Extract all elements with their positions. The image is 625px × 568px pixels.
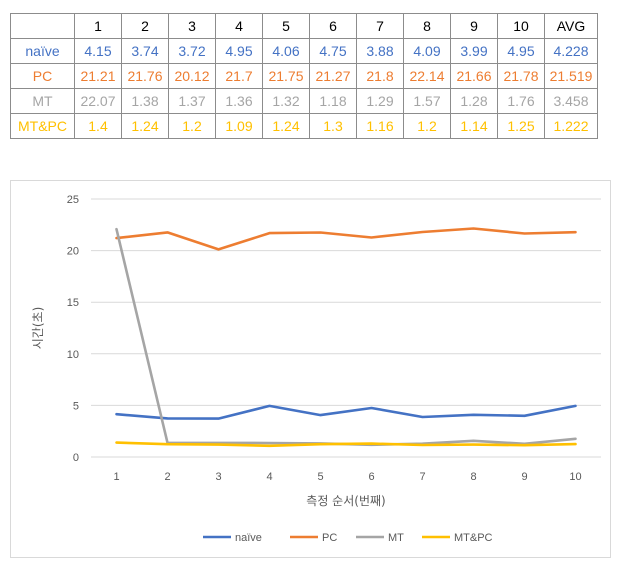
table-cell: 1.57	[403, 88, 451, 114]
x-tick-label: 10	[569, 471, 581, 483]
table-cell: 1.24	[121, 113, 169, 139]
series-line	[115, 227, 577, 251]
table-cell: 3.74	[121, 38, 169, 64]
table-cell: 4.95	[497, 38, 545, 64]
y-axis-title: 시간(초)	[31, 307, 45, 349]
x-tick-label: 5	[317, 471, 323, 483]
table-header-cell: 5	[262, 13, 310, 39]
table-cell: 1.32	[262, 88, 310, 114]
series-line	[115, 404, 577, 420]
table-cell: 4.06	[262, 38, 310, 64]
table-cell: 1.36	[215, 88, 263, 114]
table-cell: 21.27	[309, 63, 357, 89]
table-cell: 1.3	[309, 113, 357, 139]
table-cell: 3.88	[356, 38, 404, 64]
y-tick-label: 25	[67, 194, 79, 206]
table-header-cell: 1	[74, 13, 122, 39]
x-tick-label: 9	[521, 471, 527, 483]
results-table: 1 2 3 4 5 6 7 8 9 10 AVG naïve 4.15 3.74 3.72 4.95 4.06 4…	[10, 13, 598, 139]
table-row-label: MT	[10, 88, 75, 114]
y-tick-label: 20	[67, 246, 79, 258]
y-tick-label: 5	[73, 400, 79, 412]
table-cell: 21.7	[215, 63, 263, 89]
y-tick-label: 15	[67, 297, 79, 309]
table-cell: 1.76	[497, 88, 545, 114]
table-cell: 21.75	[262, 63, 310, 89]
x-tick-label: 8	[470, 471, 476, 483]
table-cell: 1.16	[356, 113, 404, 139]
table-cell: 21.8	[356, 63, 404, 89]
x-tick-label: 7	[419, 471, 425, 483]
table-cell: 1.38	[121, 88, 169, 114]
table-cell: 4.15	[74, 38, 122, 64]
table-header-cell: 7	[356, 13, 404, 39]
x-axis-title: 측정 순서(번째)	[306, 494, 385, 508]
table-cell: 1.29	[356, 88, 404, 114]
table-corner-cell	[10, 13, 75, 39]
table-cell: 3.99	[450, 38, 498, 64]
x-tick-label: 1	[113, 471, 119, 483]
table-cell: 1.14	[450, 113, 498, 139]
chart-canvas: 0 5 10 15 20 25 1 2 3 4 5 6 7 8 9 10 시간(초) 측정 순서(번째) naïve…	[31, 194, 601, 544]
table-cell: 20.12	[168, 63, 216, 89]
table-cell: 1.25	[497, 113, 545, 139]
table-header-cell: 9	[450, 13, 498, 39]
table-cell: 1.28	[450, 88, 498, 114]
table-cell: 3.72	[168, 38, 216, 64]
series-line	[115, 441, 577, 448]
table-header-cell: 8	[403, 13, 451, 39]
table-cell: 22.14	[403, 63, 451, 89]
table-cell: 1.18	[309, 88, 357, 114]
legend-entry: MT&PC	[454, 532, 493, 544]
x-tick-label: 2	[164, 471, 170, 483]
x-tick-label: 6	[368, 471, 374, 483]
table-row: MT&PC 1.4 1.24 1.2 1.09 1.24 1.3 1.16 1.2 1.14 1.2…	[10, 113, 598, 139]
table-row-label: MT&PC	[10, 113, 75, 139]
table-header-cell: AVG	[544, 13, 598, 39]
legend-entry: MT	[388, 532, 404, 544]
table-cell: 1.222	[544, 113, 598, 139]
table-header-cell: 4	[215, 13, 263, 39]
legend-entry: naïve	[235, 532, 262, 544]
table-row: naïve 4.15 3.74 3.72 4.95 4.06 4.75 3.88 4.09 3.9…	[10, 38, 598, 64]
table-cell: 4.228	[544, 38, 598, 64]
table-cell: 1.2	[168, 113, 216, 139]
table-cell: 22.07	[74, 88, 122, 114]
table-header-cell: 2	[121, 13, 169, 39]
table-header-row: 1 2 3 4 5 6 7 8 9 10 AVG	[10, 13, 598, 39]
table-cell: 21.78	[497, 63, 545, 89]
x-tick-label: 3	[215, 471, 221, 483]
table-cell: 1.24	[262, 113, 310, 139]
table-cell: 21.76	[121, 63, 169, 89]
table-row-label: naïve	[10, 38, 75, 64]
table-cell: 21.21	[74, 63, 122, 89]
table-cell: 4.75	[309, 38, 357, 64]
table-row-label: PC	[10, 63, 75, 89]
table-cell: 1.09	[215, 113, 263, 139]
table-row: PC 21.21 21.76 20.12 21.7 21.75 21.27 21.8 22.14…	[10, 63, 598, 89]
table-header-cell: 3	[168, 13, 216, 39]
y-tick-label: 0	[73, 452, 79, 464]
table-cell: 3.458	[544, 88, 598, 114]
y-tick-label: 10	[67, 349, 79, 361]
table-cell: 21.519	[544, 63, 598, 89]
x-tick-label: 4	[266, 471, 272, 483]
table-cell: 4.95	[215, 38, 263, 64]
table-cell: 21.66	[450, 63, 498, 89]
table-cell: 4.09	[403, 38, 451, 64]
line-chart: 0 5 10 15 20 25 1 2 3 4 5 6 7 8 9 10 시간(초) 측정 순서(번째) naïve…	[10, 180, 611, 558]
table-cell: 1.2	[403, 113, 451, 139]
table-row: MT 22.07 1.38 1.37 1.36 1.32 1.18 1.29 1.57 1.28 1…	[10, 88, 598, 114]
table-header-cell: 6	[309, 13, 357, 39]
table-cell: 1.37	[168, 88, 216, 114]
table-header-cell: 10	[497, 13, 545, 39]
legend-entry: PC	[322, 532, 337, 544]
table-cell: 1.4	[74, 113, 122, 139]
